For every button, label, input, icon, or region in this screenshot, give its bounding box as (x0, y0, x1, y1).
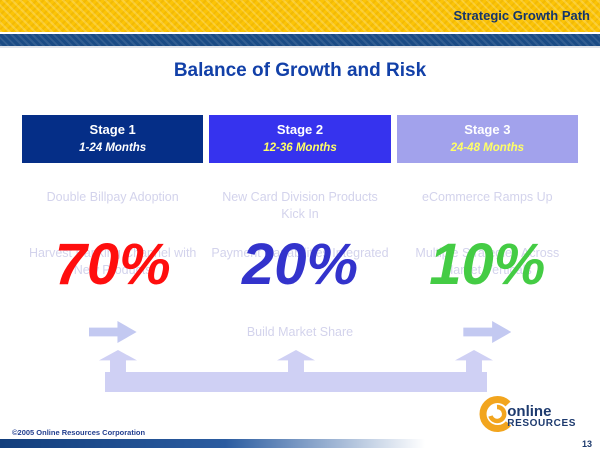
stage-3-footer-row (397, 319, 578, 345)
stage-1-footer-row (22, 319, 203, 345)
stage-1-months: 1-24 Months (79, 142, 147, 154)
stage-2-months: 12-36 Months (263, 142, 337, 154)
header-band: Strategic Growth Path (0, 0, 600, 32)
stage-1-header: Stage 1 1-24 Months (22, 115, 204, 163)
stage-3-percent: 10% (429, 232, 546, 297)
footer-gradient-bar (0, 439, 500, 448)
logo-wordmark-resources: RESOURCES (507, 417, 576, 429)
stage-1-name: Stage 1 (89, 122, 136, 137)
stage-1-item-2-text: Harvest Banking Channel with New Product… (28, 246, 197, 277)
right-arrow-icon (463, 321, 512, 343)
stage-3-name: Stage 3 (464, 122, 511, 137)
stage-1-percent: 70% (54, 232, 171, 297)
stages-grid: Stage 1 1-24 Months Double Billpay Adopt… (22, 115, 578, 345)
page-number: 13 (581, 439, 592, 449)
stage-1-item-2: Harvest Banking Channel with New Product… (22, 231, 203, 311)
stage-3-item-2-text: Multiple Strategies Across Market Vertic… (415, 246, 560, 277)
stage-3-column: Stage 3 24-48 Months eCommerce Ramps Up … (396, 115, 578, 345)
stage-2-name: Stage 2 (276, 122, 324, 137)
logo-swirl-icon (478, 395, 516, 438)
stage-3-months: 24-48 Months (450, 142, 525, 154)
foundation-bracket (99, 346, 493, 392)
stage-2-footer-row: Build Market Share (209, 319, 390, 345)
stage-2-item-1: New Card Division Products Kick In (222, 190, 378, 221)
stage-2-header: Stage 2 12-36 Months (209, 115, 391, 163)
copyright-text: ©2005 Online Resources Corporation (12, 428, 146, 437)
stage-2-item-2: Payment Capabilities Integrated 20% (209, 231, 390, 311)
bracket-bar (105, 372, 487, 392)
stage-1-column: Stage 1 1-24 Months Double Billpay Adopt… (22, 115, 204, 345)
logo-text: online RESOURCES (507, 402, 576, 429)
slide-title: Balance of Growth and Risk (173, 60, 427, 81)
header-divider-bar (0, 34, 600, 48)
stage-2-item-2-text: Payment Capabilities Integrated (211, 246, 389, 260)
banner-title: Strategic Growth Path (453, 8, 590, 23)
stage-1-item-1: Double Billpay Adoption (46, 190, 179, 204)
logo-wordmark-online: online (507, 402, 552, 420)
stage-3-item-2: Multiple Strategies Across Market Vertic… (397, 231, 578, 311)
stage-2-percent: 20% (241, 232, 359, 297)
build-market-share-label: Build Market Share (246, 325, 354, 339)
stage-2-column: Stage 2 12-36 Months New Card Division P… (209, 115, 391, 345)
stage-3-header: Stage 3 24-48 Months (396, 115, 578, 163)
right-arrow-icon (88, 321, 137, 343)
online-resources-logo: online RESOURCES (478, 395, 576, 438)
stage-3-item-1: eCommerce Ramps Up (422, 190, 553, 204)
